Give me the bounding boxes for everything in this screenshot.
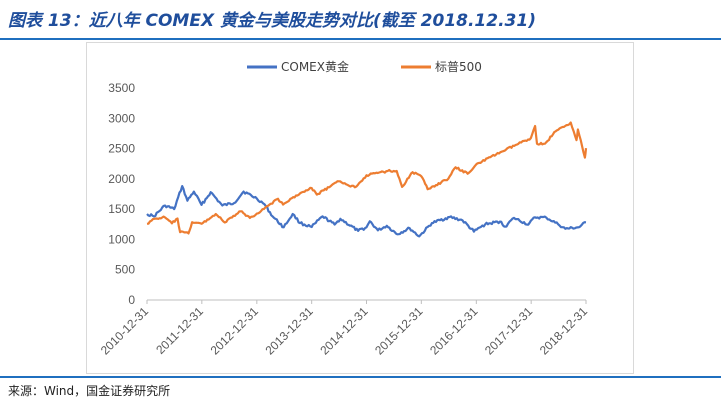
x-tick-label: 2016-12-31	[427, 304, 481, 358]
y-tick-label: 1500	[108, 202, 135, 216]
chart-frame: 0 500 1000 1500 2000 2500 3000 3500 2010-12-31 20…	[86, 42, 634, 374]
x-tick-label: 2011-12-31	[153, 304, 206, 357]
x-tick-label: 2017-12-31	[482, 304, 536, 358]
source-divider	[0, 376, 721, 378]
y-tick-label: 3000	[108, 111, 135, 125]
y-tick-label: 500	[115, 263, 135, 277]
x-tick-label: 2018-12-31	[537, 304, 591, 358]
legend-label: 标普500	[435, 60, 482, 74]
x-tick-label: 2015-12-31	[372, 304, 426, 358]
y-tick-label: 0	[128, 293, 135, 307]
y-tick-label: 2000	[108, 172, 135, 186]
chart-title: 图表 13：近八年 COMEX 黄金与美股走势对比(截至 2018.12.31)	[8, 11, 536, 31]
y-tick-label: 1000	[108, 232, 135, 246]
x-tick-label: 2014-12-31	[317, 304, 371, 358]
y-tick-label: 2500	[108, 142, 135, 156]
x-tick-label: 2012-12-31	[208, 304, 262, 358]
title-divider	[0, 38, 721, 40]
source-note: 来源：Wind，国金证券研究所	[8, 384, 171, 398]
y-tick-label: 3500	[108, 81, 135, 95]
x-tick-label: 2013-12-31	[262, 304, 316, 358]
series-line-comex-gold	[146, 185, 587, 238]
x-tick-label: 2010-12-31	[98, 304, 152, 358]
series-line-sp500	[146, 121, 588, 235]
legend-label: COMEX黄金	[281, 59, 349, 74]
